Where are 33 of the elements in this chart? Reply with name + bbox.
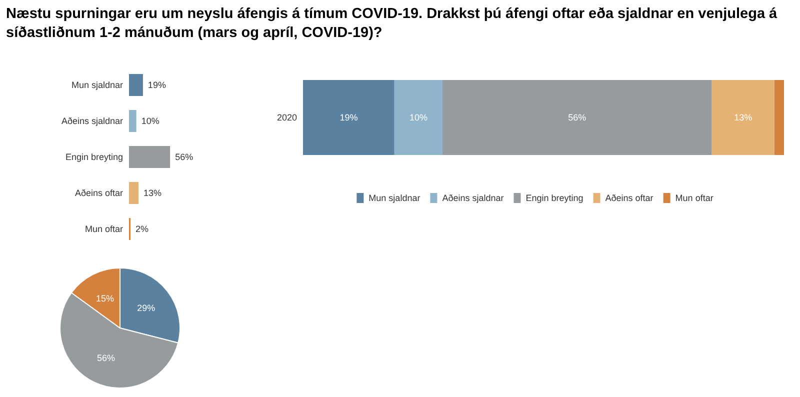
legend-label: Aðeins sjaldnar [442, 193, 504, 203]
legend-label: Aðeins oftar [605, 193, 654, 203]
y-tick-label: Mun sjaldnar [71, 80, 123, 90]
y-tick-label: 2020 [276, 112, 297, 122]
data-label: 19% [148, 80, 166, 90]
bar [774, 80, 784, 155]
data-label: 56% [96, 352, 115, 363]
y-tick-label: Mun oftar [84, 224, 123, 234]
bar [129, 110, 136, 132]
y-tick-label: Aðeins oftar [74, 188, 123, 198]
bar [129, 146, 170, 168]
bar [712, 80, 774, 155]
data-label: 29% [137, 302, 156, 313]
data-label: 15% [96, 294, 114, 304]
y-tick-label: Engin breyting [65, 152, 123, 162]
data-label: 13% [144, 188, 162, 198]
legend-label: Mun oftar [675, 193, 714, 203]
data-label: 2% [135, 224, 148, 234]
bar [303, 80, 394, 155]
data-label: 13% [734, 112, 752, 122]
y-tick-label: Aðeins sjaldnar [61, 116, 123, 126]
data-label: 56% [568, 112, 586, 122]
text: Næstu spurningar eru um neyslu áfengis á tímum COVID-19. Drakkst þú áfengi oftar eða sjaldnar en venjulega á síðastliðnum 1-2 mánuðum (mars og apríl, COVID-19)? [6, 5, 778, 43]
data-label: 56% [175, 152, 194, 162]
bar [129, 74, 143, 96]
bar [442, 80, 712, 155]
bar [394, 80, 442, 155]
legend-label: Engin breyting [526, 193, 584, 203]
data-label: 19% [340, 112, 358, 122]
data-label: 10% [409, 112, 428, 122]
data-label: 10% [141, 116, 160, 126]
bar [129, 182, 139, 204]
legend-label: Mun sjaldnar [368, 193, 420, 203]
